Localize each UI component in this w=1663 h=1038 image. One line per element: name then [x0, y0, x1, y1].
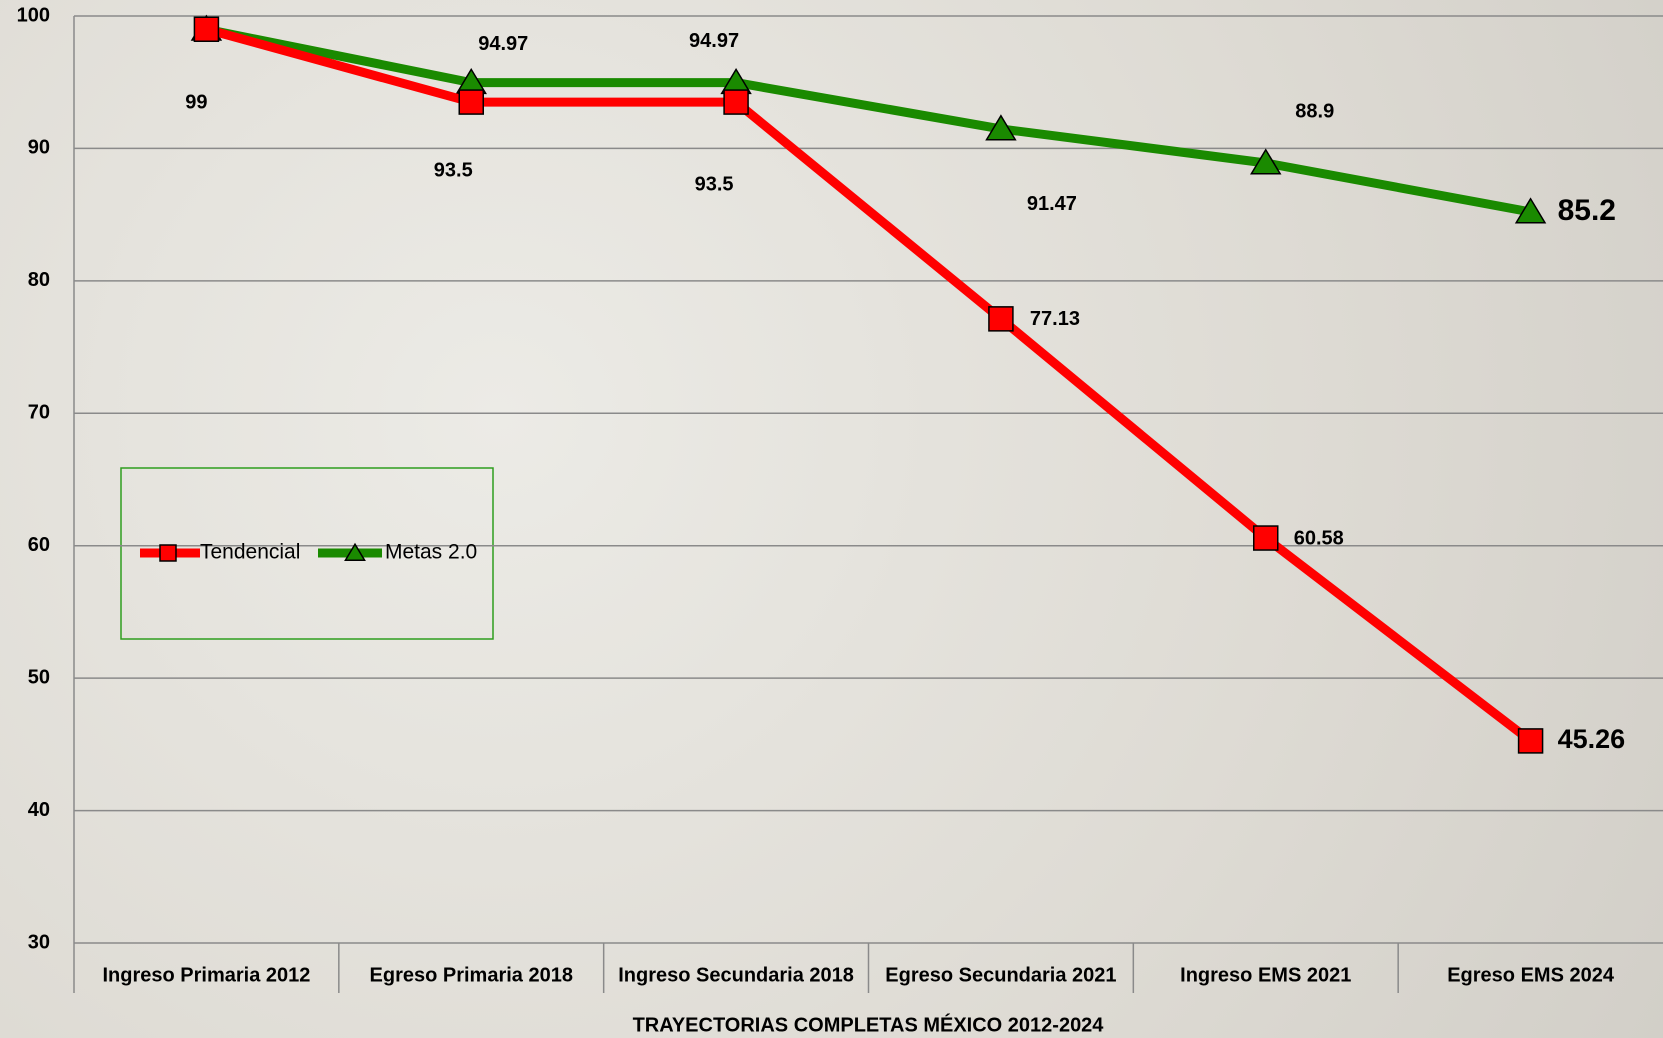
data-label: 45.26	[1558, 724, 1626, 754]
y-tick-label: 60	[28, 534, 50, 556]
point-marker	[723, 89, 749, 115]
y-tick-label: 90	[28, 137, 50, 159]
point-marker	[193, 16, 220, 42]
point-marker	[1514, 197, 1547, 224]
y-tick-label: 30	[28, 931, 50, 953]
series: 99 93.5 93.5 77.13 60.58 45.26	[185, 16, 1626, 754]
series: 94.97 94.97 91.47 88.9 85.2	[190, 14, 1616, 227]
series-line	[205, 24, 1532, 217]
x-tick-label: Ingreso Primaria 2012	[102, 964, 310, 986]
y-tick-label: 50	[28, 666, 50, 688]
point-marker	[458, 89, 484, 115]
point-marker	[988, 306, 1014, 332]
data-label: 93.5	[434, 159, 473, 181]
y-tick-label: 40	[28, 799, 50, 821]
data-label: 94.97	[689, 30, 739, 52]
x-tick-label: Ingreso EMS 2021	[1180, 964, 1351, 986]
x-tick-label: Egreso Primaria 2018	[370, 964, 573, 986]
series-line	[205, 24, 1534, 745]
point-marker	[985, 114, 1017, 141]
point-marker	[1250, 148, 1282, 175]
data-label: 88.9	[1295, 100, 1334, 122]
point-marker	[344, 542, 366, 561]
data-label: 99	[185, 92, 207, 114]
x-tick-label: Egreso Secundaria 2021	[885, 964, 1116, 986]
y-tick-label: 80	[28, 269, 50, 291]
y-tick-label: 70	[28, 402, 50, 424]
x-axis-title: TRAYECTORIAS COMPLETAS MÉXICO 2012-2024	[633, 1013, 1105, 1036]
point-marker	[159, 544, 177, 562]
legend-box	[120, 467, 494, 640]
data-label: 77.13	[1030, 308, 1080, 330]
y-tick-label: 100	[17, 4, 50, 26]
point-marker	[1253, 525, 1279, 551]
legend-label: Metas 2.0	[385, 541, 477, 564]
point-marker	[1517, 728, 1544, 754]
data-label: 94.97	[478, 33, 528, 55]
data-label: 85.2	[1558, 194, 1616, 227]
data-label: 60.58	[1294, 527, 1344, 549]
x-tick-label: Egreso EMS 2024	[1447, 964, 1615, 986]
x-tick-label: Ingreso Secundaria 2018	[618, 964, 854, 986]
data-label: 91.47	[1027, 193, 1077, 215]
data-label: 93.5	[695, 173, 734, 195]
legend-label: Tendencial	[200, 541, 300, 564]
